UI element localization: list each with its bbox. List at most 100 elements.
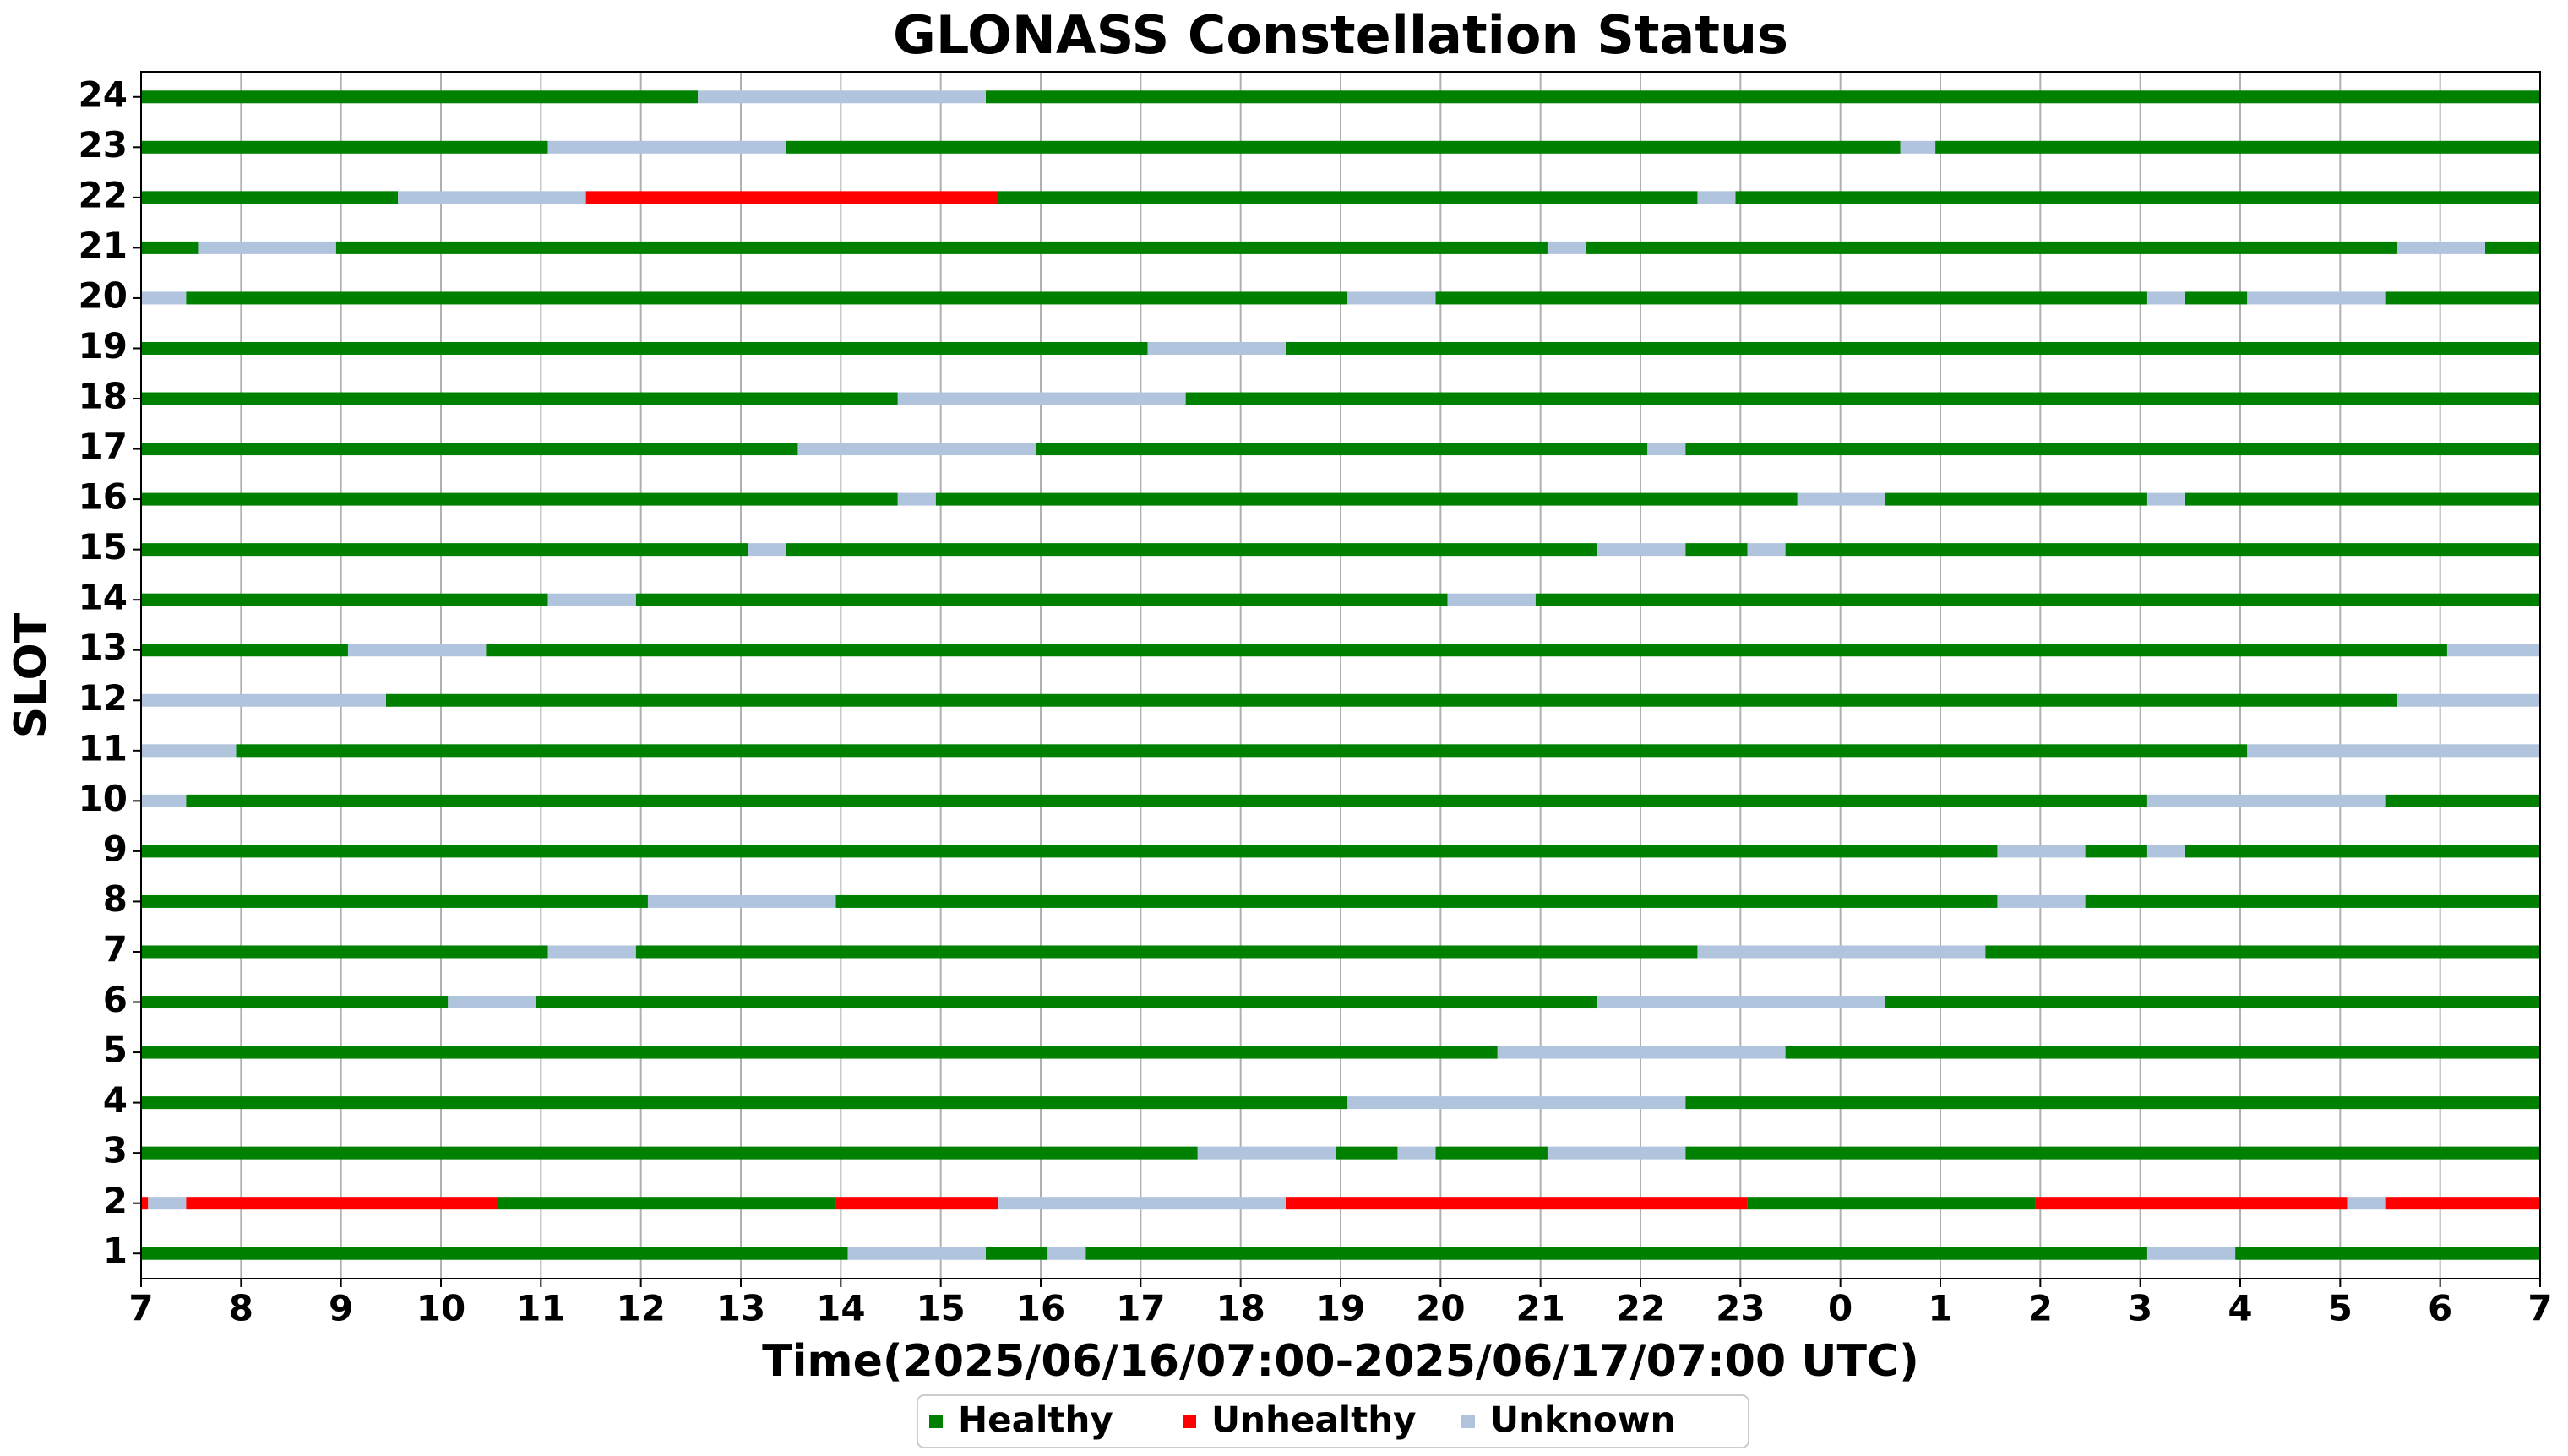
y-tick-label: 18 (79, 376, 128, 417)
legend-label: Unhealthy (1211, 1399, 1416, 1441)
status-bar (835, 1197, 998, 1210)
x-tick-label: 17 (1116, 1288, 1165, 1329)
status-bar (2397, 241, 2485, 254)
status-bar (797, 443, 1036, 456)
status-bar (1435, 1146, 1548, 1160)
status-bar (1785, 543, 2540, 557)
legend-marker (929, 1415, 943, 1428)
y-tick-label: 11 (79, 727, 128, 769)
status-bar (1197, 1146, 1336, 1160)
status-bar (547, 140, 786, 154)
status-bar (1285, 1197, 1748, 1210)
status-bar (748, 543, 786, 557)
status-bar (698, 90, 986, 104)
y-tick-label: 22 (79, 174, 128, 215)
status-bar (897, 492, 936, 506)
x-tick-label: 0 (1828, 1288, 1853, 1329)
status-bar (1535, 593, 2540, 606)
status-bar (1447, 593, 1536, 606)
chart-title: GLONASS Constellation Status (893, 4, 1788, 66)
status-bar (998, 191, 1698, 204)
y-tick-label: 6 (103, 979, 128, 1020)
status-bar (186, 291, 1348, 305)
legend-marker (1461, 1415, 1475, 1428)
x-tick-label: 22 (1616, 1288, 1665, 1329)
status-bar (2035, 1197, 2348, 1210)
status-bar (347, 644, 487, 657)
status-bar (2146, 492, 2185, 506)
status-bar (498, 1197, 836, 1210)
status-bar (141, 443, 798, 456)
status-bar (1547, 1146, 1686, 1160)
x-tick-label: 14 (816, 1288, 865, 1329)
status-bar (141, 191, 399, 204)
status-bar (1036, 443, 1648, 456)
x-axis-label: Time(2025/06/16/07:00-2025/06/17/07:00 U… (762, 1336, 1919, 1387)
x-tick-label: 20 (1416, 1288, 1465, 1329)
status-bar (1797, 492, 1885, 506)
y-tick-label: 23 (79, 124, 128, 166)
status-bar (2146, 291, 2185, 305)
status-bar (1397, 1146, 1436, 1160)
status-bar (141, 1197, 149, 1210)
status-bar (141, 693, 386, 707)
status-bar (141, 894, 648, 908)
x-tick-label: 6 (2428, 1288, 2452, 1329)
x-tick-label: 8 (229, 1288, 253, 1329)
status-bar (1900, 140, 1936, 154)
status-bar (1885, 996, 2540, 1009)
status-bar (1935, 140, 2540, 154)
status-bar (141, 341, 1148, 355)
x-tick-label: 19 (1316, 1288, 1365, 1329)
y-tick-label: 7 (103, 928, 128, 970)
legend: Healthy Unhealthy Unknown (917, 1394, 1749, 1448)
status-bar (1085, 1247, 2147, 1260)
y-tick-label: 8 (103, 878, 128, 920)
status-bar (547, 945, 636, 959)
status-bar (985, 90, 2540, 104)
status-bar (1685, 443, 2540, 456)
status-bar (1185, 392, 2540, 405)
status-bar (2385, 1197, 2540, 1210)
legend-marker (1183, 1415, 1196, 1428)
x-tick-label: 12 (616, 1288, 665, 1329)
y-tick-label: 1 (103, 1231, 128, 1272)
status-bar (647, 894, 836, 908)
x-tick-label: 13 (716, 1288, 765, 1329)
y-tick-label: 9 (103, 828, 128, 869)
status-bar (935, 492, 1798, 506)
y-tick-label: 4 (103, 1079, 128, 1121)
status-bar (1747, 1197, 2036, 1210)
status-bar (536, 996, 1598, 1009)
x-tick-label: 3 (2128, 1288, 2152, 1329)
status-bar (1585, 241, 2397, 254)
y-tick-label: 2 (103, 1180, 128, 1221)
status-bar (486, 644, 2447, 657)
y-tick-label: 16 (79, 476, 128, 518)
status-bar (198, 241, 336, 254)
x-tick-label: 2 (2028, 1288, 2053, 1329)
status-bar (1747, 543, 1786, 557)
status-bar (547, 593, 636, 606)
legend-label: Unknown (1490, 1399, 1675, 1441)
status-bar (635, 945, 1698, 959)
status-bar (1597, 996, 1885, 1009)
status-bar (1885, 492, 2147, 506)
status-bar (998, 1197, 1286, 1210)
status-bar (141, 90, 699, 104)
status-bar (141, 744, 237, 758)
status-bar (236, 744, 2248, 758)
status-bar (2184, 492, 2540, 506)
x-tick-label: 18 (1216, 1288, 1265, 1329)
x-tick-label: 15 (916, 1288, 965, 1329)
status-bar (141, 1146, 1198, 1160)
x-tick-label: 4 (2228, 1288, 2252, 1329)
status-bar (1685, 543, 1748, 557)
status-bar (141, 1046, 1498, 1059)
y-tick-label: 20 (79, 274, 128, 316)
status-bar (1047, 1247, 1086, 1260)
y-tick-label: 24 (79, 73, 128, 115)
status-bar (1697, 191, 1736, 204)
status-bar (2146, 794, 2386, 807)
